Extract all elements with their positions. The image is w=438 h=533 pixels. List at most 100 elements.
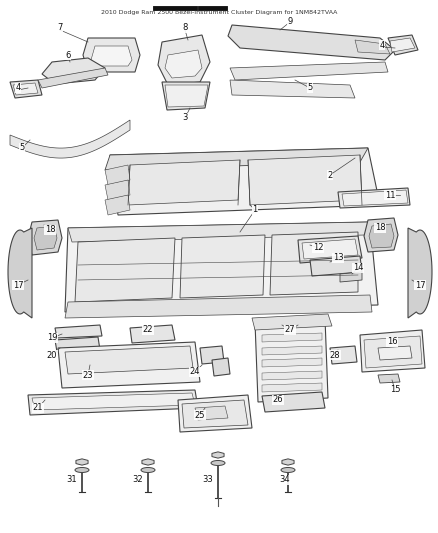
Polygon shape: [228, 25, 395, 60]
Polygon shape: [200, 346, 224, 364]
Ellipse shape: [281, 467, 295, 472]
Polygon shape: [360, 330, 425, 372]
Polygon shape: [34, 226, 57, 250]
Text: 5: 5: [19, 143, 25, 152]
Polygon shape: [32, 393, 195, 410]
Polygon shape: [364, 218, 398, 252]
Polygon shape: [105, 195, 130, 215]
Polygon shape: [178, 395, 252, 432]
Text: 18: 18: [45, 225, 55, 235]
Polygon shape: [364, 336, 422, 368]
Text: 4: 4: [379, 41, 385, 50]
Polygon shape: [262, 358, 322, 367]
Text: 16: 16: [387, 337, 397, 346]
Polygon shape: [408, 228, 432, 318]
Polygon shape: [165, 50, 202, 78]
Polygon shape: [252, 314, 332, 330]
Polygon shape: [262, 371, 322, 380]
Polygon shape: [255, 318, 328, 402]
Polygon shape: [369, 224, 394, 248]
Ellipse shape: [211, 461, 225, 465]
Polygon shape: [310, 256, 362, 276]
Polygon shape: [142, 459, 154, 465]
Text: 6: 6: [65, 51, 71, 60]
Text: 23: 23: [83, 370, 93, 379]
Text: 13: 13: [333, 254, 343, 262]
Polygon shape: [58, 342, 200, 388]
Ellipse shape: [75, 467, 89, 472]
Polygon shape: [10, 80, 42, 98]
Polygon shape: [8, 228, 32, 318]
Polygon shape: [65, 295, 372, 318]
Polygon shape: [162, 82, 210, 110]
Text: 5: 5: [307, 84, 313, 93]
Text: 11: 11: [385, 190, 395, 199]
Polygon shape: [388, 35, 418, 55]
Polygon shape: [128, 160, 240, 205]
Polygon shape: [302, 239, 358, 259]
Text: 31: 31: [67, 475, 78, 484]
Text: 17: 17: [13, 280, 23, 289]
Text: 33: 33: [203, 475, 213, 484]
Text: 18: 18: [374, 223, 385, 232]
Polygon shape: [38, 68, 108, 88]
Polygon shape: [83, 38, 140, 72]
Polygon shape: [262, 346, 322, 355]
Polygon shape: [230, 62, 388, 80]
Polygon shape: [55, 337, 100, 352]
Polygon shape: [105, 148, 368, 170]
Polygon shape: [75, 238, 175, 302]
Text: 24: 24: [190, 367, 200, 376]
Polygon shape: [28, 390, 198, 415]
Polygon shape: [91, 46, 132, 66]
Polygon shape: [355, 40, 390, 54]
Polygon shape: [230, 80, 355, 98]
Polygon shape: [76, 459, 88, 465]
Ellipse shape: [141, 467, 155, 472]
Polygon shape: [65, 222, 378, 312]
Polygon shape: [298, 236, 362, 263]
Text: 26: 26: [273, 395, 283, 405]
Text: 4: 4: [15, 84, 21, 93]
Text: 2: 2: [327, 171, 332, 180]
Text: 9: 9: [287, 18, 293, 27]
Text: 2010 Dodge Ram 2500 Bezel-Instrument Cluster Diagram for 1NM842TVAA: 2010 Dodge Ram 2500 Bezel-Instrument Clu…: [101, 10, 337, 15]
Polygon shape: [165, 85, 208, 107]
Text: 7: 7: [57, 23, 63, 33]
Text: 8: 8: [182, 23, 188, 33]
Polygon shape: [110, 148, 380, 215]
Polygon shape: [282, 459, 294, 465]
Text: 27: 27: [285, 326, 295, 335]
Polygon shape: [105, 180, 130, 200]
Polygon shape: [55, 325, 102, 338]
Polygon shape: [195, 406, 228, 420]
Text: 22: 22: [143, 326, 153, 335]
Polygon shape: [378, 374, 400, 383]
Polygon shape: [182, 400, 248, 428]
Text: 17: 17: [415, 280, 425, 289]
Polygon shape: [212, 358, 230, 376]
Text: 19: 19: [47, 334, 57, 343]
Polygon shape: [342, 190, 408, 206]
Polygon shape: [262, 392, 325, 412]
Polygon shape: [13, 83, 38, 95]
Text: 25: 25: [195, 410, 205, 419]
Polygon shape: [130, 325, 175, 343]
Text: 14: 14: [353, 263, 363, 272]
Text: 28: 28: [330, 351, 340, 359]
Text: 21: 21: [33, 403, 43, 413]
Polygon shape: [65, 346, 193, 374]
Polygon shape: [330, 346, 357, 364]
Polygon shape: [378, 346, 412, 360]
Text: 12: 12: [313, 244, 323, 253]
Polygon shape: [180, 235, 265, 298]
Polygon shape: [105, 165, 130, 185]
Polygon shape: [10, 120, 130, 158]
Polygon shape: [68, 222, 370, 242]
Polygon shape: [270, 232, 358, 295]
Polygon shape: [28, 220, 62, 255]
Polygon shape: [338, 188, 410, 208]
Polygon shape: [262, 383, 322, 392]
Polygon shape: [262, 333, 322, 342]
Text: 1: 1: [252, 206, 258, 214]
